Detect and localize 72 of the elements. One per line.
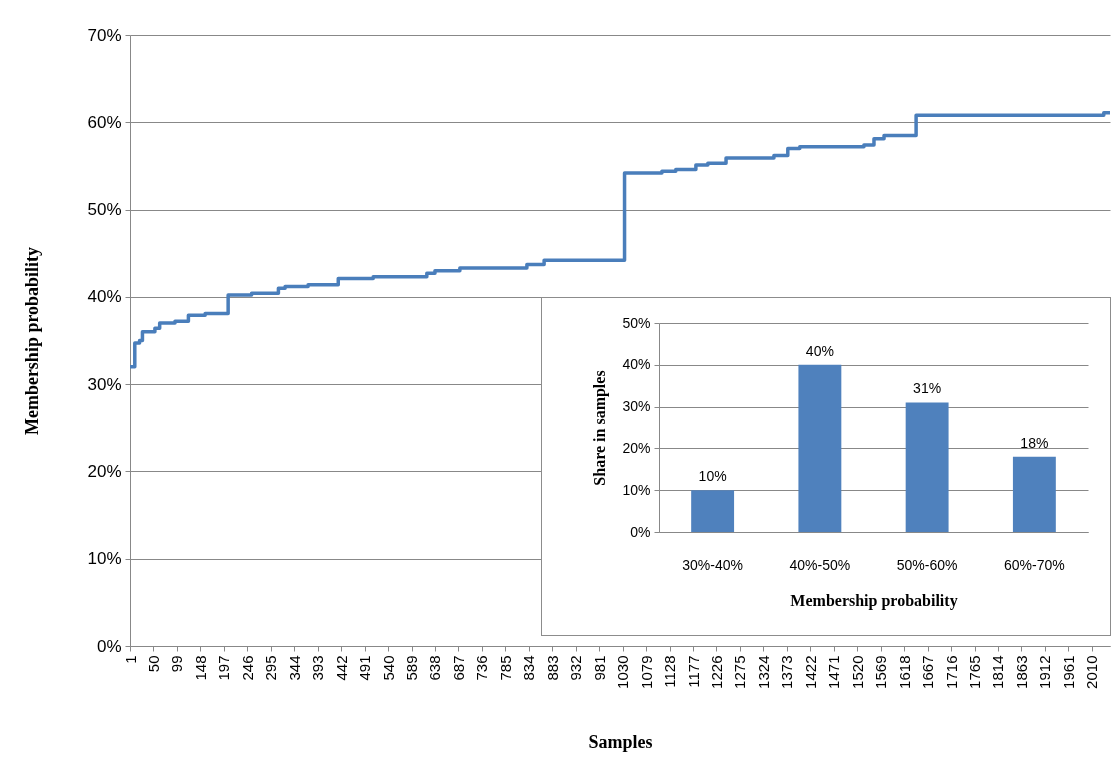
x-tick-label: 834 [520, 655, 538, 681]
x-tick-label: 1618 [895, 655, 913, 689]
x-tick-label: 197 [215, 655, 233, 681]
y-tick-label: 70% [87, 25, 122, 45]
x-tick-label: 932 [567, 655, 585, 681]
x-tick-label: 60%-70% [1004, 556, 1065, 573]
y-tick-label: 60% [87, 112, 122, 132]
x-tick-label: 1863 [1012, 655, 1030, 689]
x-tick-label: 785 [496, 655, 514, 681]
data-label: 40% [805, 342, 834, 359]
x-tick-label: 1765 [966, 655, 984, 689]
y-axis-title: Membership probability [22, 246, 43, 436]
x-tick-label: 1275 [731, 655, 749, 689]
data-label: 10% [698, 468, 727, 485]
bar [798, 364, 842, 532]
y-tick-label: 10% [622, 481, 651, 498]
bar [691, 490, 735, 532]
x-tick-label: 2010 [1083, 655, 1101, 689]
x-tick-label: 1716 [942, 655, 960, 689]
x-tick-label: 1814 [989, 655, 1007, 689]
y-tick-label: 10% [87, 549, 122, 569]
x-tick-label: 344 [285, 655, 303, 681]
y-tick-label: 30% [87, 374, 122, 394]
x-tick-label: 1226 [707, 655, 725, 689]
x-tick-label: 1961 [1059, 655, 1077, 689]
y-tick-label: 40% [622, 356, 651, 373]
x-tick-label: 1520 [848, 655, 866, 689]
x-axis-title: Samples [588, 731, 653, 752]
x-tick-label: 1471 [825, 655, 843, 689]
x-tick-label: 883 [543, 655, 561, 681]
x-tick-label: 1030 [614, 655, 632, 689]
x-tick-label: 540 [379, 655, 397, 681]
x-tick-label: 295 [262, 655, 280, 681]
x-tick-label: 40%-50% [789, 556, 851, 573]
y-tick-label: 0% [96, 636, 122, 656]
bar [1012, 456, 1056, 532]
x-tick-label: 1 [121, 655, 139, 664]
x-tick-label: 1373 [778, 655, 796, 689]
y-tick-label: 20% [622, 439, 651, 456]
x-tick-label: 50%-60% [896, 556, 958, 573]
x-tick-label: 589 [403, 655, 420, 681]
x-tick-label: 148 [191, 655, 209, 681]
x-tick-label: 1079 [637, 655, 655, 689]
data-label: 18% [1020, 434, 1049, 451]
x-tick-label: 1569 [872, 655, 890, 689]
x-tick-label: 1177 [684, 655, 702, 688]
y-tick-label: 0% [630, 523, 651, 540]
data-label: 31% [913, 380, 942, 397]
x-tick-label: 1667 [919, 655, 937, 689]
x-tick-label: 687 [449, 655, 467, 681]
bar [905, 402, 949, 532]
x-axis-title: Membership probability [790, 591, 958, 610]
x-tick-label: 30%-40% [682, 556, 743, 573]
x-tick-label: 1422 [801, 655, 819, 689]
x-tick-label: 442 [332, 655, 350, 681]
x-tick-label: 50 [144, 655, 162, 673]
x-tick-label: 1128 [661, 655, 679, 688]
x-tick-label: 491 [356, 655, 374, 681]
x-tick-label: 981 [590, 655, 608, 681]
x-tick-label: 638 [426, 655, 444, 681]
y-tick-label: 40% [87, 287, 122, 307]
y-tick-label: 30% [622, 398, 651, 415]
y-tick-label: 50% [87, 200, 122, 220]
x-tick-label: 736 [473, 655, 491, 681]
x-tick-label: 99 [168, 655, 186, 673]
x-tick-label: 246 [238, 655, 256, 681]
x-tick-label: 393 [309, 655, 327, 681]
x-tick-label: 1324 [754, 655, 772, 689]
y-tick-label: 50% [622, 314, 651, 331]
y-tick-label: 20% [87, 461, 122, 481]
y-axis-title: Share in samples [591, 370, 610, 486]
x-tick-label: 1912 [1036, 655, 1054, 689]
